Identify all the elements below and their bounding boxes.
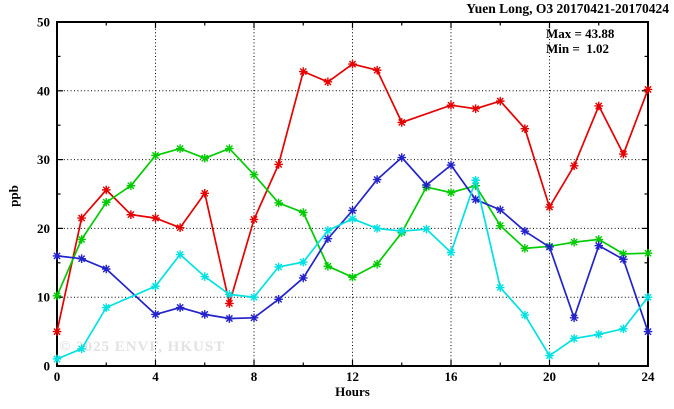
x-tick-label: 12 [346, 369, 359, 384]
x-axis-label: Hours [335, 384, 370, 399]
min-value-label: Min = 1.02 [546, 41, 610, 56]
x-tick-label: 8 [251, 369, 258, 384]
x-tick-label: 0 [54, 369, 61, 384]
max-value-label: Max = 43.88 [546, 26, 615, 41]
x-tick-label: 16 [445, 369, 459, 384]
series-day-1-red [52, 59, 653, 336]
y-tick-label: 30 [37, 152, 50, 167]
series-markers [52, 59, 653, 336]
series-line [56, 156, 649, 332]
y-tick-label: 50 [37, 15, 50, 30]
y-tick-label: 0 [44, 359, 51, 374]
gridlines [57, 22, 648, 366]
chart-title: Yuen Long, O3 20170421-20170424 [466, 1, 669, 16]
y-axis-label: ppb [6, 185, 21, 207]
maxmin-annotation: Max = 43.88 Min = 1.02 [546, 26, 614, 56]
series-markers [52, 144, 653, 301]
plot-frame [56, 21, 649, 367]
series-markers [52, 175, 653, 364]
series-line [56, 177, 649, 360]
y-tick-label: 10 [37, 290, 50, 305]
series-day-4-cyan [52, 175, 653, 364]
x-tick-label: 20 [543, 369, 556, 384]
x-tick-label: 4 [152, 369, 159, 384]
tick-labels: 0 4 8 12 16 20 24 0 10 20 30 40 50 [37, 15, 655, 385]
series-markers [52, 153, 653, 336]
y-tick-label: 40 [37, 83, 50, 98]
y-tick-label: 20 [37, 221, 50, 236]
series-day-3-blue [52, 153, 653, 336]
x-tick-label: 24 [642, 369, 656, 384]
watermark: © 2025 ENVF, HKUST [59, 339, 226, 355]
